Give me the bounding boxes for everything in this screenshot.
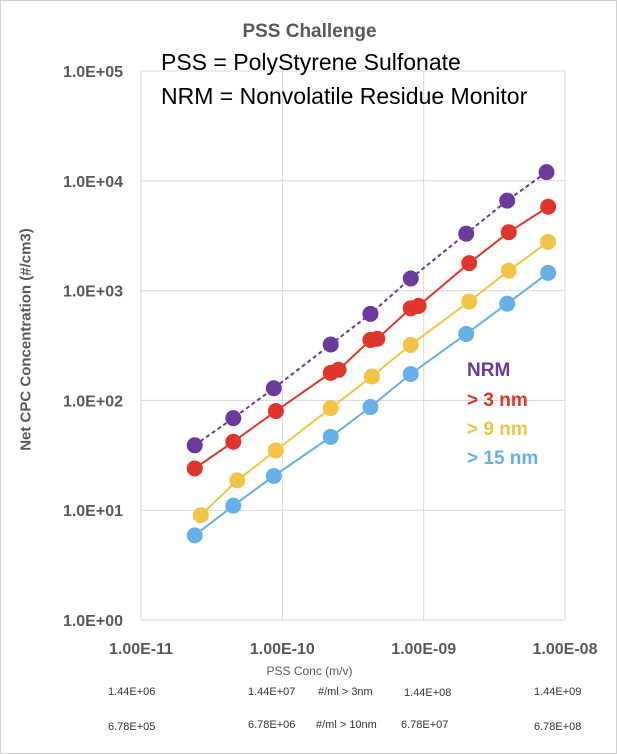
x-tick-label: 1.00E-10 xyxy=(250,641,315,658)
data-point xyxy=(265,380,282,397)
row1-label: #/ml > 3nm xyxy=(318,686,373,698)
data-point xyxy=(322,428,339,445)
row2-value: 6.78E+06 xyxy=(248,719,296,731)
data-point xyxy=(267,403,284,420)
y-axis-label: Net CPC Concentration (#/cm3) xyxy=(17,228,35,451)
data-point xyxy=(402,336,419,353)
y-tick-label: 1.0E+03 xyxy=(63,284,123,301)
data-point xyxy=(186,527,203,544)
row1-value: 1.44E+08 xyxy=(404,687,452,699)
data-point xyxy=(362,399,379,416)
data-point xyxy=(192,507,209,524)
data-point xyxy=(458,325,475,342)
x-tick-label: 1.00E-08 xyxy=(533,641,598,658)
data-point xyxy=(500,262,517,279)
data-point xyxy=(267,442,284,459)
data-point xyxy=(186,460,203,477)
data-point xyxy=(458,225,475,242)
data-point xyxy=(402,365,419,382)
data-point xyxy=(369,330,386,347)
legend-3nm: > 3 nm xyxy=(467,390,528,411)
data-point xyxy=(499,295,516,312)
row2-label: #/ml > 10nm xyxy=(316,719,377,731)
data-point xyxy=(363,368,380,385)
chart-title: PSS Challenge xyxy=(242,21,377,42)
legend-nrm: NRM xyxy=(467,360,511,381)
data-point xyxy=(500,224,517,241)
row2-value: 6.78E+07 xyxy=(401,719,449,731)
legend-15nm: > 15 nm xyxy=(467,448,539,469)
row1-value: 1.44E+07 xyxy=(248,686,296,698)
row2-value: 6.78E+05 xyxy=(108,721,156,733)
data-point xyxy=(410,297,427,314)
note-pss: PSS = PolyStyrene Sulfonate xyxy=(161,49,461,75)
legend-9nm: > 9 nm xyxy=(467,419,528,440)
data-point xyxy=(461,255,478,272)
data-point xyxy=(461,293,478,310)
data-point xyxy=(225,410,242,427)
data-point xyxy=(229,472,246,489)
data-point xyxy=(225,497,242,514)
y-tick-label: 1.0E+01 xyxy=(63,503,123,520)
x-tick-label: 1.00E-09 xyxy=(391,641,456,658)
y-tick-label: 1.0E+05 xyxy=(63,64,123,81)
data-point xyxy=(322,400,339,417)
x-tick-label: 1.00E-11 xyxy=(109,641,173,658)
y-tick-label: 1.0E+00 xyxy=(63,613,123,630)
data-point xyxy=(330,361,347,378)
data-point xyxy=(186,437,203,454)
data-point xyxy=(538,164,555,181)
data-point xyxy=(540,198,557,215)
row1-value: 1.44E+09 xyxy=(534,686,582,698)
row1-value: 1.44E+06 xyxy=(108,686,156,698)
x-axis-label: PSS Conc (m/v) xyxy=(266,664,353,678)
note-nrm: NRM = Nonvolatile Residue Monitor xyxy=(161,83,528,109)
y-tick-label: 1.0E+04 xyxy=(63,174,123,191)
data-point xyxy=(322,336,339,353)
data-point xyxy=(499,192,516,209)
data-point xyxy=(540,264,557,281)
data-point xyxy=(225,433,242,450)
row2-value: 6.78E+08 xyxy=(534,721,582,733)
data-point xyxy=(265,467,282,484)
data-point xyxy=(362,305,379,322)
data-point xyxy=(540,233,557,250)
y-tick-label: 1.0E+02 xyxy=(63,393,123,410)
data-point xyxy=(402,270,419,287)
